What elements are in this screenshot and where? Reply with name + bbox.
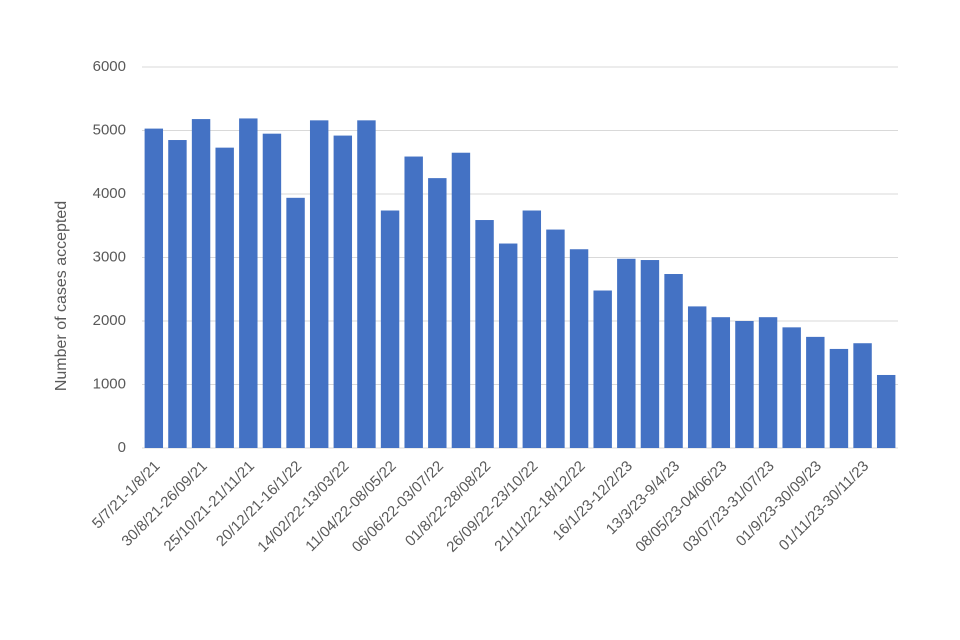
bar	[215, 147, 234, 448]
y-tick-label: 3000	[93, 248, 126, 265]
y-tick-label: 2000	[93, 312, 126, 329]
bar	[782, 327, 801, 448]
bar	[853, 343, 872, 448]
bar	[475, 220, 494, 448]
bar	[664, 274, 683, 448]
bar	[168, 140, 187, 448]
x-tick-label: 30/8/21-26/09/21	[118, 458, 210, 550]
bar	[569, 249, 589, 448]
bar	[617, 258, 636, 448]
x-tick-label: 20/12/21-16/1/22	[213, 458, 305, 550]
y-tick-label: 5000	[93, 121, 126, 138]
bar	[546, 229, 565, 448]
bar	[286, 197, 305, 448]
x-tick-label: 01/9/23-30/09/23	[733, 458, 825, 550]
y-axis-title: Number of cases accepted	[53, 201, 70, 391]
y-tick-label: 6000	[93, 58, 126, 75]
bar	[404, 156, 423, 448]
y-tick-label: 0	[118, 439, 126, 456]
y-tick-label: 4000	[93, 185, 126, 202]
y-tick-label: 1000	[93, 375, 126, 392]
x-tick-label: 01/11/23-30/11/23	[776, 458, 873, 555]
bar	[451, 152, 471, 448]
bar	[239, 118, 258, 448]
bar	[262, 133, 282, 449]
bar	[309, 120, 329, 448]
bar	[806, 336, 825, 448]
bar	[498, 243, 518, 448]
bar	[640, 260, 660, 448]
bar	[758, 317, 778, 448]
bar	[333, 135, 353, 448]
bar	[593, 290, 612, 448]
bar	[829, 348, 849, 448]
x-tick-label: 01/8/22-28/08/22	[402, 458, 494, 550]
bar	[522, 210, 542, 448]
bar	[687, 306, 707, 448]
bar	[191, 119, 211, 448]
bar	[711, 317, 731, 448]
bar	[735, 321, 754, 448]
bar	[428, 178, 447, 448]
bar	[357, 120, 376, 448]
bar	[876, 374, 896, 448]
bar	[144, 128, 164, 448]
bar	[380, 210, 400, 448]
